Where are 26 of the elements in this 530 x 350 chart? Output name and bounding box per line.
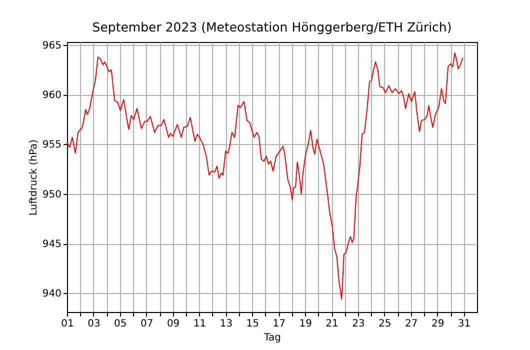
x-tick-label: 29: [431, 318, 444, 330]
y-tick-label: 945: [42, 239, 62, 250]
x-tick-label: 25: [378, 318, 392, 330]
x-tick-label: 11: [193, 318, 206, 330]
x-tick-label: 21: [326, 318, 338, 330]
x-tick-label: 13: [220, 318, 233, 330]
y-tick-label: 960: [42, 90, 62, 102]
y-tick-label: 940: [42, 288, 62, 300]
x-tick-label: 17: [272, 318, 286, 330]
x-tick-label: 23: [352, 318, 365, 330]
line-series: [66, 52, 464, 300]
x-tick-label: 27: [405, 318, 418, 330]
x-tick-label: 15: [246, 318, 260, 330]
x-tick-label: 03: [88, 318, 100, 330]
x-tick-label: 09: [166, 318, 180, 330]
chart-title: September 2023 (Meteostation Hönggerberg/ETH Zürich): [92, 19, 452, 34]
x-axis-title: Tag: [263, 332, 281, 344]
y-tick-label: 955: [42, 140, 62, 151]
x-tick-label: 01: [61, 318, 74, 330]
y-tick-label: 965: [42, 40, 62, 52]
x-tick-label: 07: [140, 318, 154, 330]
y-tick-label: 950: [42, 189, 62, 200]
y-axis-title: Luftdruck (hPa): [28, 139, 40, 216]
x-tick-label: 31: [458, 318, 471, 330]
x-tick-label: 05: [114, 318, 127, 330]
x-tick-label: 19: [299, 318, 312, 330]
